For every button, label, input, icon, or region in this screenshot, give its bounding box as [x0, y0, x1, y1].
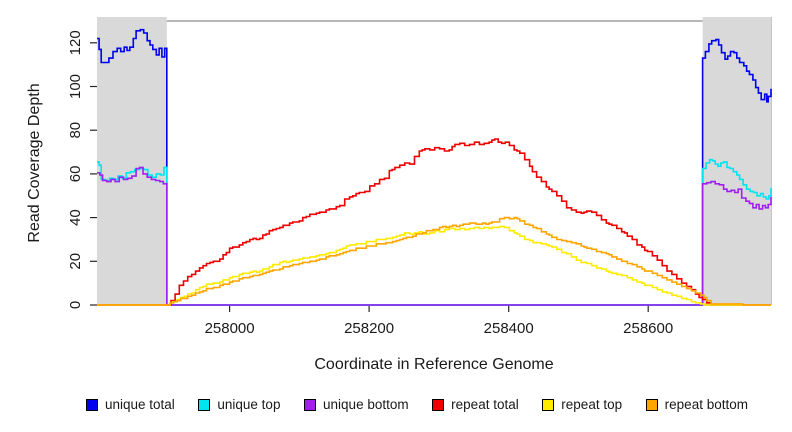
y-tick-label: 60: [67, 166, 84, 183]
series-line-repeat-top: [97, 225, 771, 306]
x-axis-title: Coordinate in Reference Genome: [314, 356, 554, 373]
legend-swatch-repeat-top: [542, 398, 555, 411]
legend-item-repeat-total: repeat total: [432, 397, 519, 412]
y-axis-title: Read Coverage Depth: [26, 83, 43, 243]
y-tick-label: 100: [67, 74, 84, 99]
series-line-unique-total: [97, 28, 772, 306]
legend-swatch-unique-total: [86, 398, 98, 411]
series-line-repeat-total: [97, 138, 771, 306]
legend-label: unique bottom: [323, 397, 409, 412]
legend-label: unique top: [217, 397, 281, 412]
legend-label: unique total: [105, 397, 175, 412]
y-tick-label: 40: [67, 209, 84, 226]
legend-item-repeat-top: repeat top: [542, 397, 622, 412]
y-tick-label: 80: [67, 122, 84, 139]
x-tick-label: 258400: [484, 320, 534, 337]
legend-item-unique-top: unique top: [198, 397, 280, 412]
legend-item-unique-bottom: unique bottom: [304, 397, 409, 412]
y-tick-label: 0: [67, 301, 84, 309]
series-line-unique-bottom: [97, 166, 772, 306]
legend-label: repeat total: [451, 397, 519, 412]
x-tick-label: 258000: [205, 320, 255, 337]
legend-swatch-repeat-bottom: [645, 398, 658, 411]
legend-label: repeat top: [561, 397, 623, 412]
series-line-repeat-bottom: [97, 216, 771, 306]
legend-item-unique-total: unique total: [86, 397, 175, 412]
legend: unique total unique top unique bottom re…: [86, 397, 748, 412]
y-tick-label: 120: [67, 30, 84, 55]
shaded-region: [97, 17, 167, 305]
legend-swatch-unique-top: [198, 398, 211, 411]
legend-label: repeat bottom: [664, 397, 748, 412]
x-tick-label: 258600: [623, 320, 673, 337]
legend-swatch-repeat-total: [432, 398, 445, 411]
y-tick-label: 20: [67, 253, 84, 270]
legend-swatch-unique-bottom: [304, 398, 317, 411]
x-tick-label: 258200: [344, 320, 394, 337]
legend-item-repeat-bottom: repeat bottom: [645, 397, 748, 412]
